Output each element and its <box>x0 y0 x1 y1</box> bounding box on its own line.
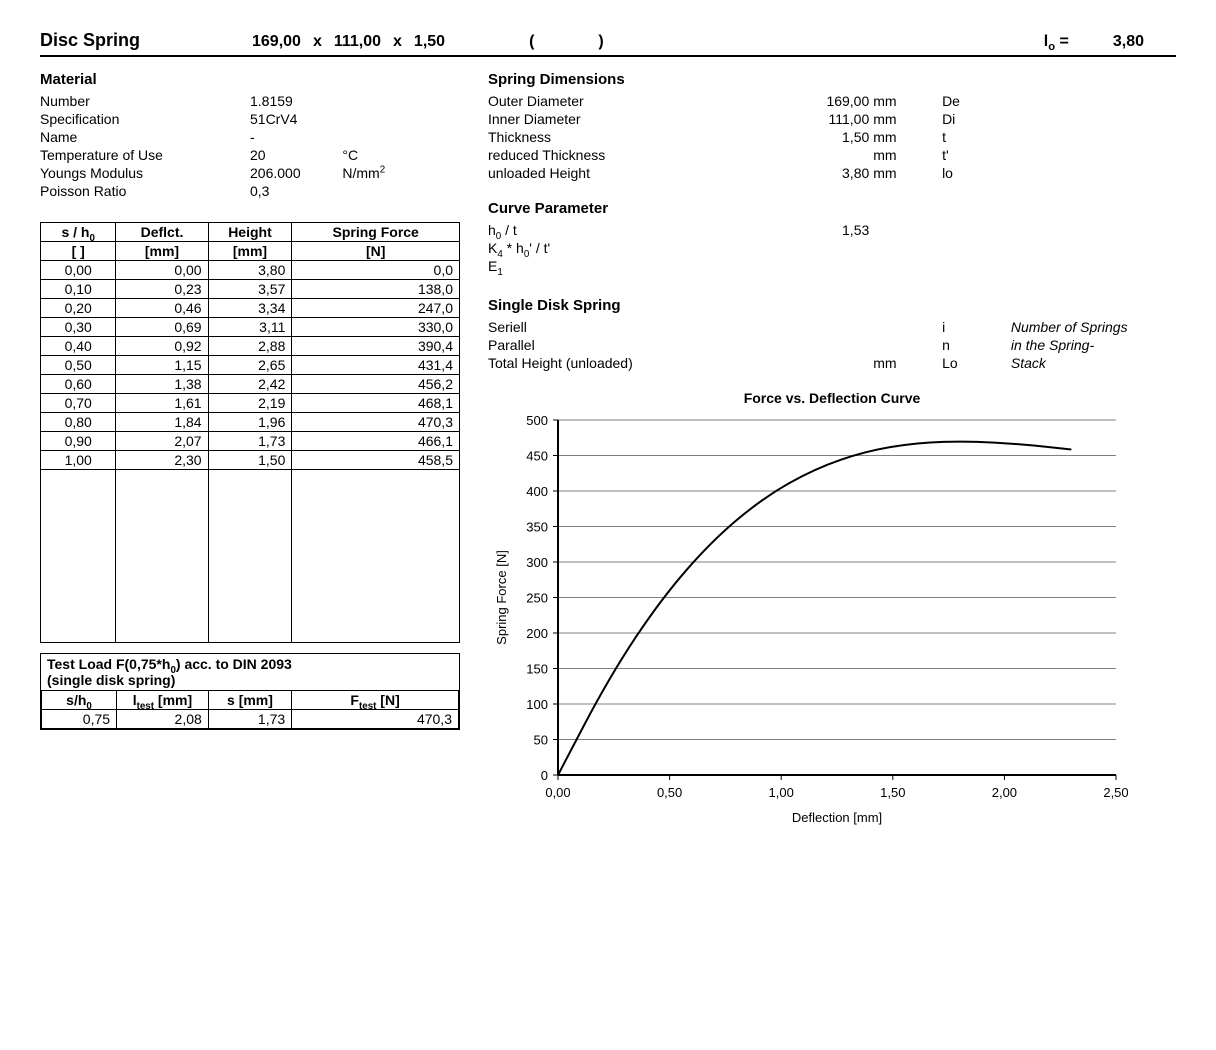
dim-inner: 111,00 <box>334 33 381 51</box>
table-row: 0,400,922,88390,4 <box>41 337 460 356</box>
table-row: 0,200,463,34247,0 <box>41 299 460 318</box>
single-table: SerielliNumber of SpringsParallelnin the… <box>488 318 1176 372</box>
col-deflct: Deflct. <box>116 223 208 242</box>
material-row: Number1.8159 <box>40 92 460 110</box>
single-row: Parallelnin the Spring- <box>488 336 1176 354</box>
table-row: 0,801,841,96470,3 <box>41 413 460 432</box>
svg-text:0,00: 0,00 <box>545 785 570 800</box>
lo-label: lo = <box>1044 33 1069 51</box>
curve-heading: Curve Parameter <box>488 200 1176 217</box>
svg-text:Spring Force [N]: Spring Force [N] <box>494 550 509 645</box>
table-row: 0,701,612,19468,1 <box>41 394 460 413</box>
svg-text:100: 100 <box>526 697 548 712</box>
dims-row: Outer Diameter169,00mmDe <box>488 92 1176 110</box>
dims-heading: Spring Dimensions <box>488 71 1176 88</box>
dim-thick: 1,50 <box>414 33 445 51</box>
svg-text:2,00: 2,00 <box>992 785 1017 800</box>
material-row: Specification51CrV4 <box>40 110 460 128</box>
svg-text:150: 150 <box>526 662 548 677</box>
material-row: Temperature of Use20°C <box>40 146 460 164</box>
testload-box: Test Load F(0,75*h0) acc. to DIN 2093 (s… <box>40 653 460 730</box>
material-table: Number1.8159Specification51CrV4Name-Temp… <box>40 92 460 200</box>
sep-x2: x <box>393 33 402 51</box>
svg-text:1,00: 1,00 <box>769 785 794 800</box>
testload-row: 0,75 2,08 1,73 470,3 <box>42 710 459 729</box>
svg-text:2,50: 2,50 <box>1103 785 1128 800</box>
svg-text:200: 200 <box>526 626 548 641</box>
dim-outer: 169,00 <box>252 33 301 51</box>
table-row: 0,000,003,800,0 <box>41 261 460 280</box>
svg-text:0,50: 0,50 <box>657 785 682 800</box>
table-row: 0,601,382,42456,2 <box>41 375 460 394</box>
table-row: 0,100,233,57138,0 <box>41 280 460 299</box>
dims-row: Thickness1,50mmt <box>488 128 1176 146</box>
material-heading: Material <box>40 71 460 88</box>
svg-text:Deflection [mm]: Deflection [mm] <box>792 810 882 825</box>
svg-text:300: 300 <box>526 555 548 570</box>
svg-text:0: 0 <box>541 768 548 783</box>
table-row: 1,002,301,50458,5 <box>41 451 460 470</box>
col-sh0: s / h0 <box>41 223 116 242</box>
title-bar: Disc Spring 169,00 x 111,00 x 1,50 ( ) l… <box>40 30 1176 57</box>
svg-text:1,50: 1,50 <box>880 785 905 800</box>
material-row: Poisson Ratio0,3 <box>40 182 460 200</box>
table-row: 0,501,152,65431,4 <box>41 356 460 375</box>
col-height: Height <box>208 223 292 242</box>
single-row: Total Height (unloaded)mmLoStack <box>488 354 1176 372</box>
svg-text:500: 500 <box>526 413 548 428</box>
svg-text:250: 250 <box>526 591 548 606</box>
svg-text:350: 350 <box>526 520 548 535</box>
dims-row: reduced Thicknessmmt' <box>488 146 1176 164</box>
force-deflection-chart: 0 50 100 150 200 250 300 350 400 450 500 0,00 0,50 1,… <box>488 410 1176 830</box>
col-force: Spring Force <box>292 223 460 242</box>
single-heading: Single Disk Spring <box>488 297 1176 314</box>
svg-text:50: 50 <box>534 733 548 748</box>
dims-table: Outer Diameter169,00mmDeInner Diameter11… <box>488 92 1176 182</box>
svg-text:400: 400 <box>526 484 548 499</box>
title-label: Disc Spring <box>40 30 240 51</box>
dims-row: unloaded Height3,80mmlo <box>488 164 1176 182</box>
deflection-table: s / h0 Deflct. Height Spring Force [ ] [… <box>40 222 460 643</box>
dims-row: Inner Diameter111,00mmDi <box>488 110 1176 128</box>
material-row: Youngs Modulus206.000N/mm2 <box>40 164 460 182</box>
lo-value: 3,80 <box>1113 33 1144 51</box>
paren-open: ( <box>529 33 534 51</box>
curve-table: h0 / t 1,53 K4 * h0' / t' E1 <box>488 221 1176 275</box>
material-row: Name- <box>40 128 460 146</box>
table-row: 0,300,693,11330,0 <box>41 318 460 337</box>
chart-title: Force vs. Deflection Curve <box>488 390 1176 406</box>
single-row: SerielliNumber of Springs <box>488 318 1176 336</box>
sep-x1: x <box>313 33 322 51</box>
svg-text:450: 450 <box>526 449 548 464</box>
table-row: 0,902,071,73466,1 <box>41 432 460 451</box>
paren-close: ) <box>598 33 603 51</box>
